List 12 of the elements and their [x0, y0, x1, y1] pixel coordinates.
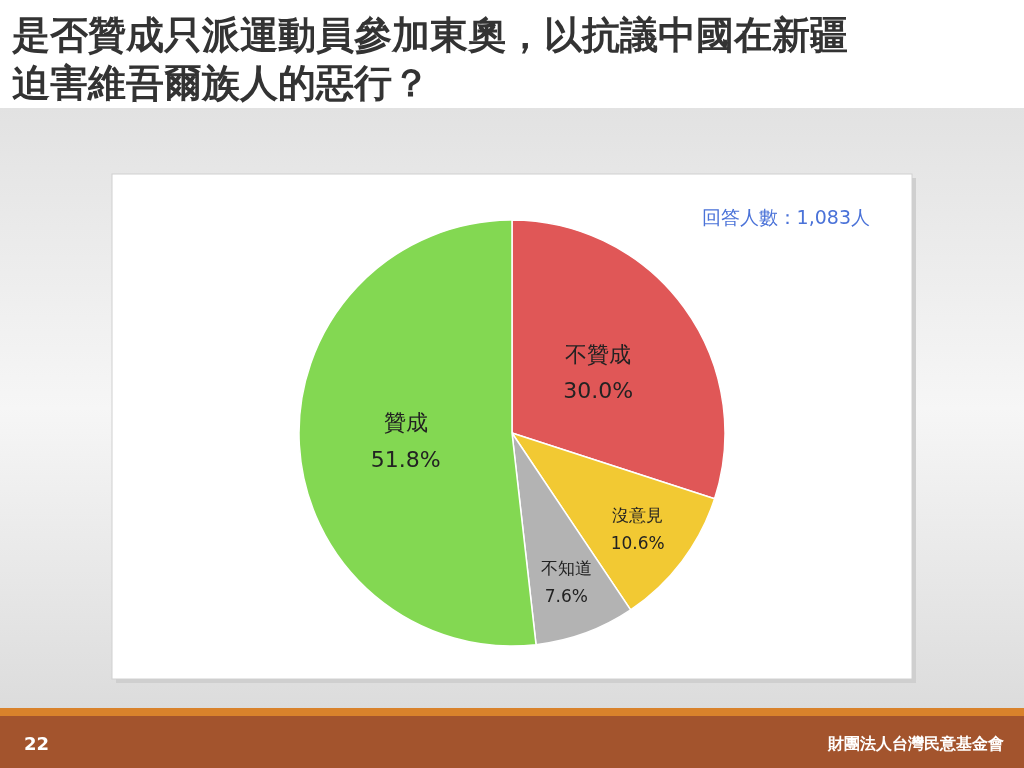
slice-label: 沒意見 [612, 505, 664, 526]
data-label: 7.6% [544, 586, 588, 607]
slice-label: 不贊成 [565, 341, 632, 367]
data-label: 51.8% [370, 446, 441, 472]
text: 22 [24, 733, 50, 754]
chart-title: 是否贊成只派運動員參加東奧，以抗議中國在新疆迫害維吾爾族人的惡行？ [11, 13, 848, 105]
text: 回答人數：1,083人 [701, 206, 870, 228]
text: 財團法人台灣民意基金會 [827, 734, 1004, 753]
data-label: 30.0% [563, 377, 634, 403]
data-label: 10.6% [610, 533, 665, 554]
slice-label: 贊成 [383, 410, 428, 436]
slice-label: 不知道 [540, 558, 592, 579]
